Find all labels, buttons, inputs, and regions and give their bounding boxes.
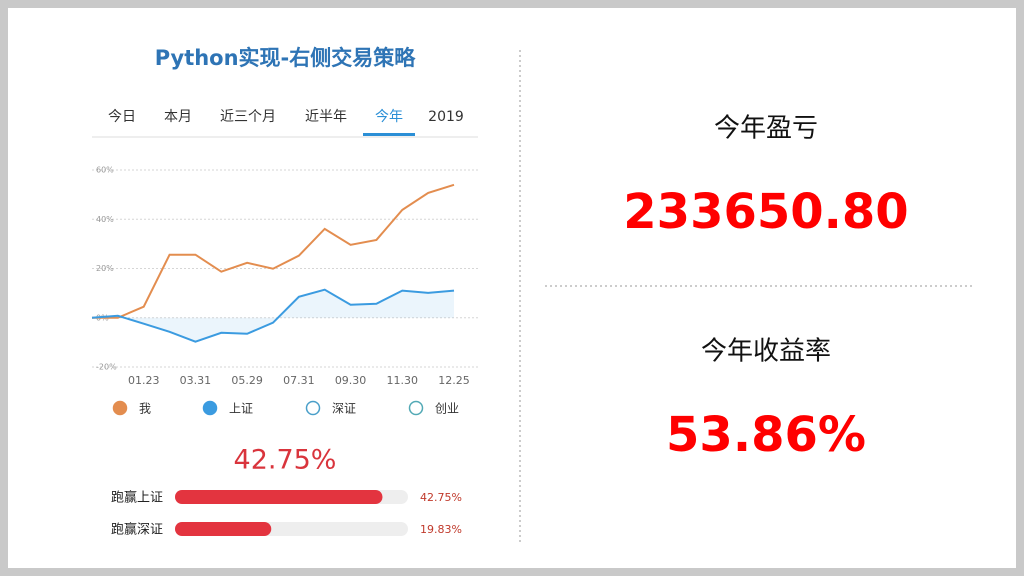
legend-label[interactable]: 我 — [139, 402, 151, 416]
x-tick-label: 03.31 — [180, 374, 212, 387]
tab[interactable]: 今年 — [375, 109, 403, 125]
tab[interactable]: 近三个月 — [220, 109, 276, 125]
y-tick-label: 40% — [96, 215, 114, 224]
bar-value-label: 42.75% — [420, 491, 462, 504]
tab[interactable]: 2019 — [428, 109, 464, 125]
x-tick-label: 05.29 — [231, 374, 263, 387]
legend-marker[interactable] — [305, 400, 321, 416]
tab[interactable]: 本月 — [164, 109, 192, 125]
y-tick-label: -20% — [96, 363, 117, 372]
bar-value-label: 19.83% — [420, 523, 462, 536]
legend-marker[interactable] — [202, 400, 218, 416]
stat-value: 53.86% — [666, 407, 866, 463]
x-tick-label: 01.23 — [128, 374, 160, 387]
tab[interactable]: 今日 — [108, 109, 136, 125]
stat-value: 233650.80 — [623, 184, 908, 240]
bar — [175, 522, 272, 536]
y-tick-label: 60% — [96, 166, 114, 175]
tab[interactable]: 近半年 — [305, 109, 347, 125]
x-tick-label: 12.25 — [438, 374, 470, 387]
legend-label[interactable]: 深证 — [332, 402, 356, 416]
x-tick-label: 11.30 — [387, 374, 419, 387]
x-tick-label: 07.31 — [283, 374, 315, 387]
legend-marker[interactable] — [408, 400, 424, 416]
legend-label[interactable]: 创业 — [435, 402, 459, 416]
bar — [175, 490, 383, 504]
series-area — [92, 289, 454, 342]
headline: 42.75% — [234, 445, 337, 476]
tab-indicator — [363, 133, 415, 136]
bar-label: 跑赢深证 — [111, 522, 163, 538]
title: Python实现-右侧交易策略 — [155, 46, 417, 70]
stat-label: 今年收益率 — [701, 337, 831, 367]
series-line — [92, 183, 455, 319]
legend-label[interactable]: 上证 — [229, 402, 253, 416]
bar-label: 跑赢上证 — [111, 490, 163, 506]
y-tick-label: 20% — [96, 264, 114, 273]
x-tick-label: 09.30 — [335, 374, 367, 387]
series-line — [91, 288, 455, 343]
legend-marker[interactable] — [112, 400, 128, 416]
stat-label: 今年盈亏 — [714, 114, 818, 144]
canvas — [8, 8, 1016, 568]
